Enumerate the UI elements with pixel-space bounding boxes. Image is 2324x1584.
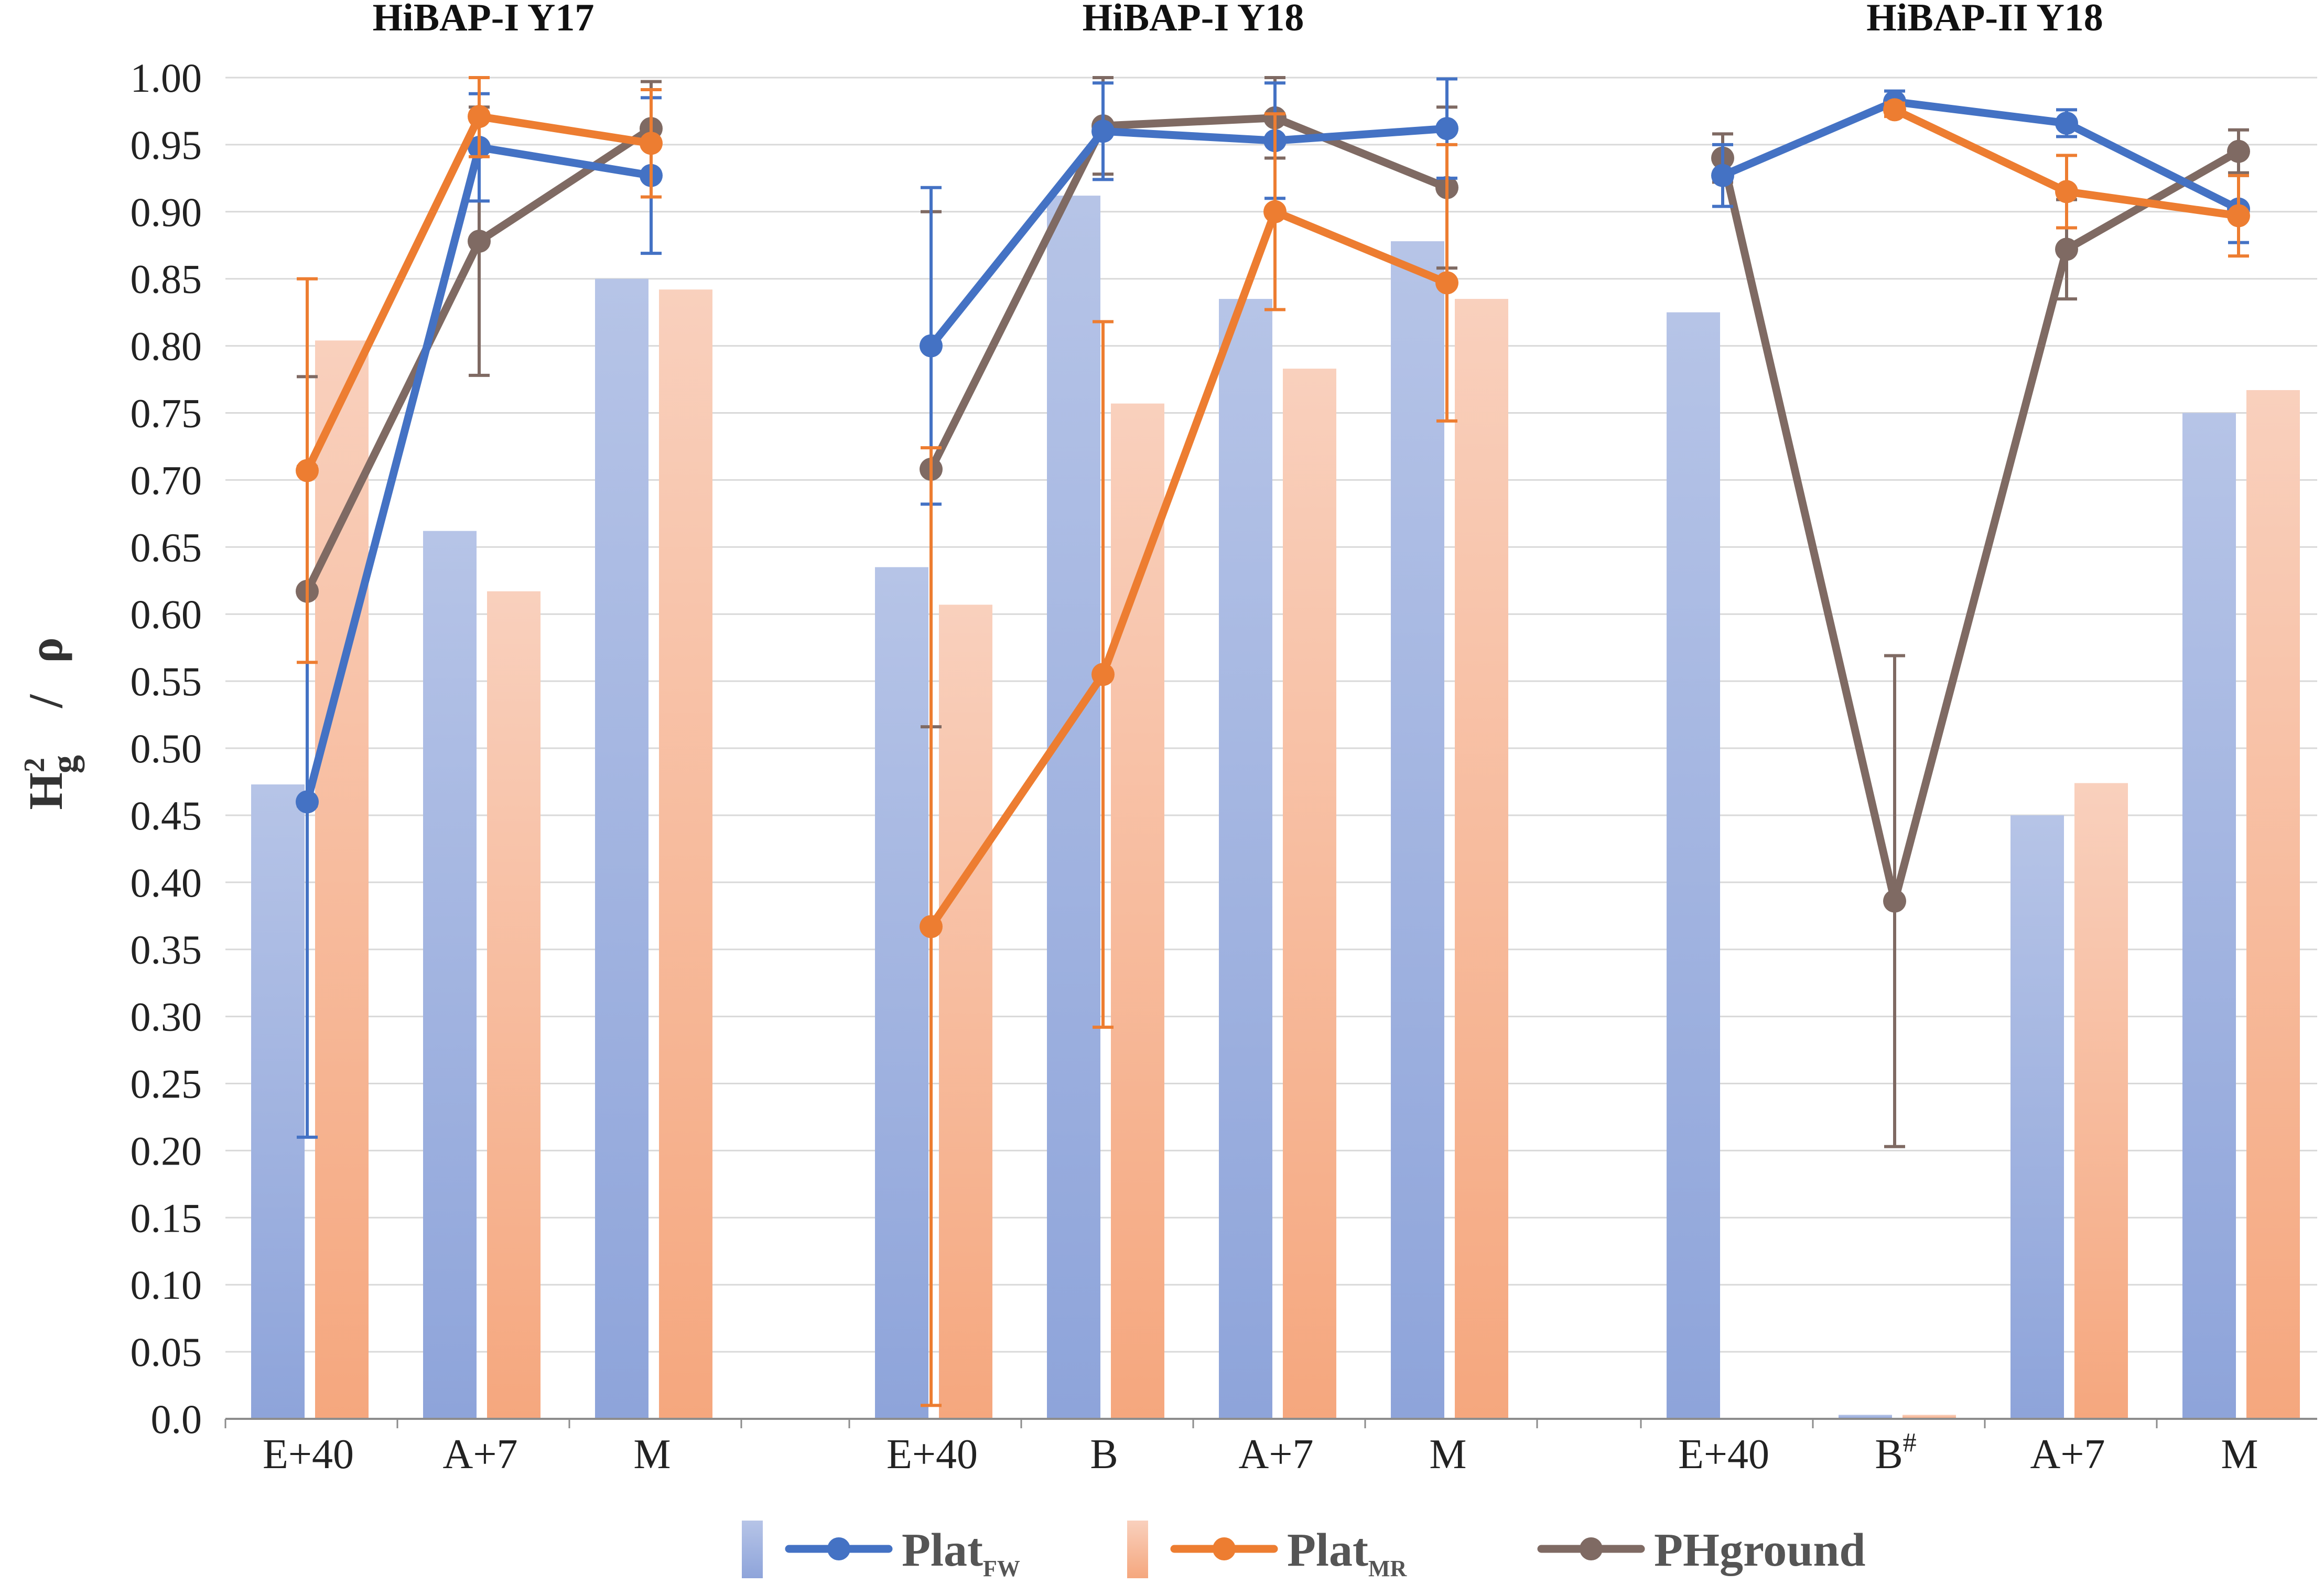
- legend-item: PlatMR: [1127, 1521, 1407, 1581]
- legend-item: PlatFW: [742, 1521, 1020, 1581]
- y-tick-label: 0.60: [131, 591, 202, 637]
- bar-plat-fw: [2010, 815, 2064, 1419]
- y-tick-label: 0.90: [131, 189, 202, 235]
- y-tick-label: 0.25: [131, 1061, 202, 1107]
- y-tick-label: 0.10: [131, 1262, 202, 1308]
- y-tick-label: 0.95: [131, 122, 202, 168]
- plat-mr-point: [920, 915, 943, 939]
- legend: PlatFW PlatMR PHground: [742, 1521, 1865, 1581]
- category-label: B#: [1875, 1428, 1916, 1478]
- plat-fw-point: [920, 334, 943, 358]
- category-label: A+7: [1239, 1431, 1314, 1478]
- y-axis-label: H2g/ρ: [18, 637, 85, 810]
- axes: [224, 1418, 2317, 1428]
- legend-marker: [1213, 1537, 1236, 1560]
- bar-plat-mr: [315, 340, 369, 1419]
- bar-plat-fw: [1667, 312, 1720, 1419]
- phground-line: [927, 114, 1451, 473]
- bar-plat-mr: [1283, 369, 1336, 1419]
- plat-mr-point: [1091, 663, 1115, 686]
- category-label: A+7: [2030, 1431, 2105, 1478]
- plat-fw-point: [1435, 117, 1458, 141]
- plat-mr-point: [296, 459, 319, 482]
- category-label: M: [1429, 1431, 1466, 1478]
- plat-mr-point: [1263, 200, 1287, 223]
- bar-plat-fw: [595, 278, 648, 1419]
- bar-plat-fw: [1047, 196, 1100, 1419]
- phground-point: [1883, 889, 1906, 913]
- y-tick-label: 0.45: [131, 793, 202, 838]
- y-tick-label: 0.0: [151, 1396, 202, 1442]
- panel-title: HiBAP-I Y17: [373, 0, 594, 39]
- y-tick-label: 0.75: [131, 391, 202, 436]
- plat-fw-line: [1718, 98, 2243, 213]
- phground-point: [2227, 139, 2250, 163]
- phground-point: [468, 230, 491, 253]
- legend-label: PlatMR: [1287, 1524, 1407, 1581]
- category-label: E+40: [1678, 1431, 1769, 1478]
- bar-plat-fw: [423, 531, 477, 1419]
- plat-mr-point: [1435, 271, 1458, 295]
- category-label: M: [2221, 1431, 2258, 1478]
- legend-label: PlatFW: [902, 1524, 1020, 1581]
- bars: [251, 196, 2300, 1419]
- y-tick-label: 1.00: [131, 55, 202, 101]
- legend-bar-swatch: [742, 1521, 763, 1578]
- bar-plat-mr: [1111, 403, 1164, 1419]
- category-label: E+40: [887, 1431, 978, 1478]
- plat-mr-point: [640, 132, 663, 155]
- bar-plat-fw: [1219, 299, 1272, 1419]
- plat-fw-point: [296, 790, 319, 814]
- panel-title: HiBAP-I Y18: [1083, 0, 1304, 39]
- plat-mr-point: [2227, 204, 2250, 228]
- bar-plat-mr: [939, 605, 992, 1419]
- plat-mr-point: [1883, 98, 1906, 122]
- legend-marker: [1580, 1537, 1603, 1560]
- category-label: A+7: [443, 1431, 518, 1478]
- y-tick-label: 0.20: [131, 1128, 202, 1173]
- phground-line: [1718, 147, 2243, 906]
- category-label: M: [633, 1431, 671, 1478]
- plat-fw-point: [2055, 111, 2078, 135]
- plat-fw-point: [1711, 164, 1734, 187]
- plat-fw-line: [927, 124, 1451, 350]
- plat-mr-point: [2055, 180, 2078, 203]
- legend-item: PHground: [1537, 1524, 1865, 1576]
- category-label: E+40: [263, 1431, 354, 1478]
- y-tick-label: 0.55: [131, 659, 202, 704]
- bar-plat-fw: [2182, 413, 2236, 1419]
- bar-plat-fw: [1391, 241, 1444, 1419]
- bar-plat-mr: [659, 289, 712, 1419]
- bar-plat-fw: [251, 784, 305, 1419]
- plat-mr-point: [468, 105, 491, 128]
- y-tick-label: 0.30: [131, 994, 202, 1040]
- bar-plat-mr: [1455, 299, 1508, 1419]
- legend-bar-swatch: [1127, 1521, 1148, 1578]
- category-label: B: [1090, 1431, 1118, 1478]
- bar-plat-mr: [1903, 1415, 1956, 1419]
- labels: 0.0 0.05 0.10 0.15 0.20 0.25 0.30 0.35 0.40 0.45 0…: [18, 0, 2258, 1478]
- bar-plat-mr: [2246, 390, 2300, 1419]
- y-tick-label: 0.40: [131, 860, 202, 906]
- legend-marker: [827, 1537, 850, 1560]
- bar-plat-mr: [487, 591, 541, 1419]
- panel-title: HiBAP-II Y18: [1866, 0, 2103, 39]
- y-tick-label: 0.05: [131, 1329, 202, 1375]
- y-tick-label: 0.65: [131, 524, 202, 570]
- phground-point: [2055, 238, 2078, 261]
- y-tick-label: 0.15: [131, 1195, 202, 1241]
- bar-plat-fw: [875, 567, 928, 1419]
- legend-label: PHground: [1654, 1524, 1865, 1576]
- y-tick-label: 0.35: [131, 927, 202, 973]
- plat-fw-point: [1091, 120, 1115, 143]
- y-tick-label: 0.70: [131, 457, 202, 503]
- y-tick-label: 0.80: [131, 324, 202, 369]
- y-tick-label: 0.85: [131, 256, 202, 302]
- series-lines: [296, 76, 2250, 1407]
- y-tick-label: 0.50: [131, 726, 202, 771]
- plat-mr-line: [927, 208, 1451, 931]
- bar-plat-fw: [1839, 1415, 1892, 1419]
- bar-plat-mr: [2074, 783, 2128, 1419]
